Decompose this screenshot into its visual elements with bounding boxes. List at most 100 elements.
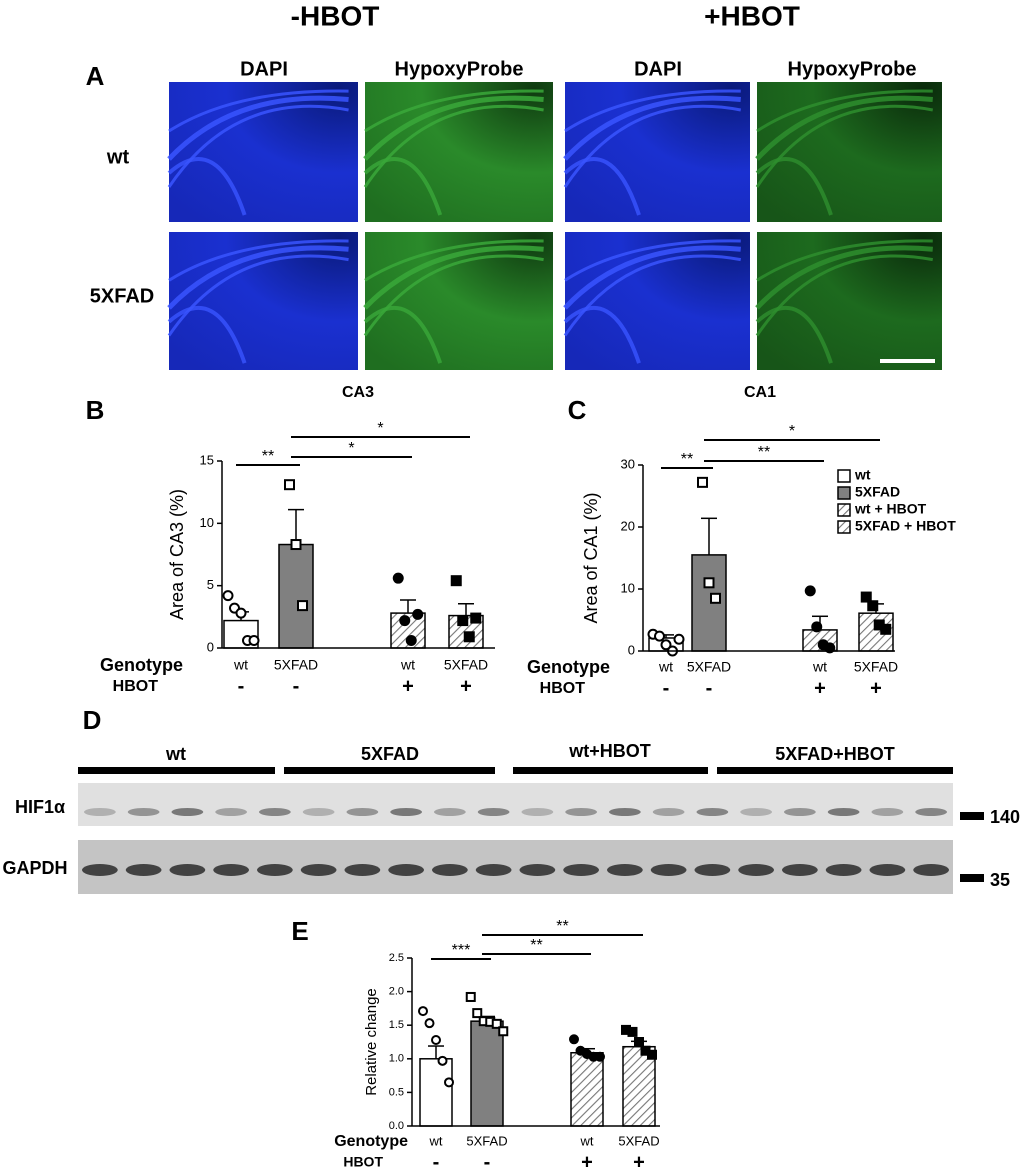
band: [171, 808, 204, 816]
data-point: [498, 1026, 509, 1037]
band: [607, 864, 643, 876]
blot-label: GAPDH: [2, 858, 67, 878]
data-point: [627, 1026, 638, 1037]
band: [825, 864, 862, 876]
band: [213, 864, 249, 876]
band: [388, 864, 424, 876]
band: [784, 808, 816, 816]
tissue-layer: [363, 104, 544, 188]
tissue-layer: [563, 245, 741, 310]
band: [215, 808, 247, 816]
data-point: [697, 476, 708, 488]
bar: [570, 1052, 604, 1127]
band: [259, 808, 291, 816]
blot-label: HIF1α: [15, 797, 65, 817]
data-point: [463, 631, 475, 643]
legend-label: wt: [854, 467, 871, 483]
hbot-label: +: [460, 675, 472, 697]
significance-label: ***: [452, 942, 471, 959]
data-point: [248, 635, 260, 647]
x-tick-label: wt: [812, 659, 827, 675]
significance-label: **: [681, 451, 693, 468]
data-point: [703, 577, 715, 589]
x-tick-label: 5XFAD: [854, 659, 898, 675]
x-tick-label: wt: [400, 657, 415, 673]
hbot-label: +: [402, 675, 414, 697]
legend-label: 5XFAD: [855, 484, 900, 500]
panel-letter: A: [86, 61, 105, 91]
data-point: [634, 1037, 644, 1047]
band: [782, 864, 818, 876]
x-tick-label: 5XFAD: [444, 657, 488, 673]
data-point: [470, 612, 482, 624]
band: [563, 864, 599, 876]
band: [302, 808, 335, 816]
tissue-layer: [755, 95, 933, 161]
y-tick-label: 30: [621, 456, 635, 471]
data-point: [673, 633, 685, 645]
band: [652, 808, 685, 816]
data-point: [710, 592, 721, 604]
band: [82, 864, 118, 876]
row-label: HBOT: [113, 678, 159, 695]
band: [344, 864, 381, 876]
tissue-layer: [756, 239, 933, 282]
y-tick-label: 1.5: [389, 1019, 404, 1031]
data-point: [491, 1018, 502, 1029]
data-point: [399, 615, 411, 627]
data-point: [424, 1018, 435, 1029]
band: [519, 864, 556, 876]
hbot-label: -: [238, 675, 245, 697]
y-tick-label: 10: [200, 515, 214, 530]
bar: [419, 1058, 453, 1127]
tissue-layer: [363, 95, 544, 161]
data-point: [860, 591, 872, 603]
chart-title: CA1: [744, 384, 776, 401]
chart-title: CA3: [342, 384, 374, 401]
data-point: [412, 608, 424, 620]
band: [913, 864, 949, 876]
row-label: wt: [106, 146, 130, 168]
row-label: HBOT: [343, 1154, 383, 1170]
stain-label: HypoxyProbe: [395, 58, 524, 80]
tissue-layer: [756, 89, 933, 133]
legend-swatch: [837, 503, 851, 517]
axis-label: Area of CA1 (%): [581, 492, 601, 623]
y-tick-label: 0: [207, 639, 214, 654]
size-marker: [960, 874, 984, 882]
tissue-layer: [167, 104, 349, 188]
marker-label: 140: [990, 807, 1020, 827]
band: [609, 808, 641, 816]
panel-letter: E: [291, 916, 308, 946]
hbot-label: +: [581, 1151, 593, 1173]
x-tick-label: wt: [233, 657, 248, 673]
tissue-layer: [564, 239, 741, 282]
group-bar: [284, 767, 495, 774]
band: [696, 808, 729, 816]
data-point: [450, 575, 462, 587]
band: [390, 808, 422, 816]
western-blot: wt 5XFAD wt+HBOT 5XFAD+HBOT HIF1α GAPDH …: [2, 741, 1020, 894]
tissue-layer: [363, 157, 443, 216]
tissue-layer: [564, 89, 741, 133]
group-bar: [513, 767, 708, 774]
blot-strip: [78, 840, 953, 894]
condition-title: -HBOT: [291, 0, 380, 31]
tissue-layer: [755, 305, 833, 364]
significance-label: **: [530, 937, 542, 954]
tissue-layer: [167, 95, 349, 161]
blot-strip: [78, 783, 953, 826]
axis-label: Relative change: [363, 988, 380, 1096]
row-label: 5XFAD: [90, 285, 154, 307]
band: [475, 864, 512, 876]
data-point: [811, 621, 823, 633]
data-point: [595, 1051, 605, 1062]
band: [915, 808, 947, 816]
tissue-layer: [364, 89, 544, 133]
x-tick-label: 5XFAD: [274, 657, 318, 673]
hbot-label: +: [633, 1151, 645, 1173]
data-point: [660, 639, 672, 651]
significance-label: *: [377, 420, 383, 437]
bar: [278, 543, 314, 649]
tissue-layer: [363, 245, 544, 310]
